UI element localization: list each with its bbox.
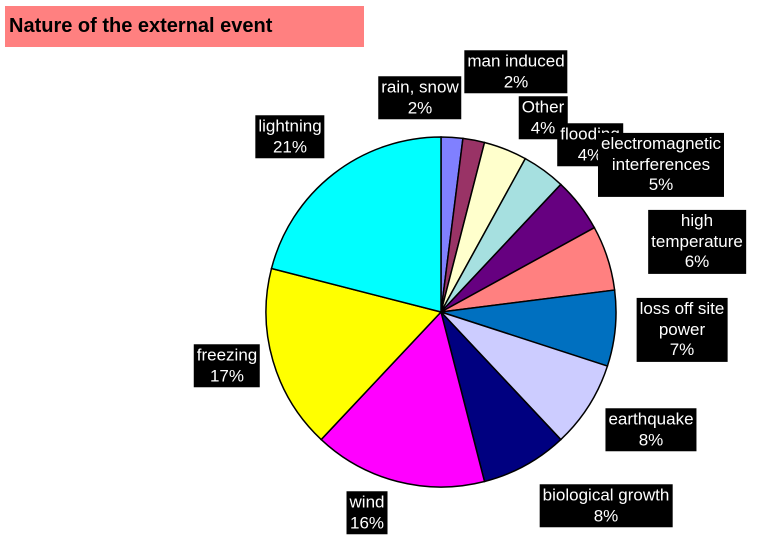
data-label: rain, snow 2% [378, 76, 462, 120]
label-name: electromagnetic interferences [600, 133, 722, 174]
label-name: loss off site power [639, 298, 725, 339]
label-value: 2% [503, 72, 529, 91]
label-name: high temperature [651, 210, 743, 251]
label-value: 16% [349, 513, 385, 532]
label-value: 4% [530, 118, 556, 137]
data-label: lightning 21% [255, 115, 325, 159]
label-name: Other [521, 97, 565, 117]
label-value: 4% [577, 145, 603, 164]
label-name: man induced [467, 51, 565, 71]
label-value: 2% [407, 98, 433, 117]
pie-slice [320, 310, 486, 488]
label-name: earthquake [608, 409, 694, 429]
chart-title: Nature of the external event [5, 6, 364, 47]
label-value: 5% [648, 175, 674, 195]
label-value: 6% [684, 252, 710, 272]
data-label: wind 16% [346, 491, 388, 535]
data-label: high temperature 6% [648, 209, 746, 275]
label-value: 7% [669, 340, 695, 360]
label-name: rain, snow [381, 77, 459, 97]
pie-slice [265, 267, 443, 441]
data-label: biological growth 8% [539, 484, 673, 528]
label-name: freezing [196, 345, 258, 365]
data-label: electromagnetic interferences 5% [597, 132, 725, 198]
label-value: 8% [593, 506, 619, 525]
label-value: 17% [209, 366, 245, 385]
data-label: freezing 17% [193, 344, 261, 388]
data-label: loss off site power 7% [636, 297, 728, 363]
pie-slice [270, 136, 442, 313]
data-label: man induced 2% [464, 50, 568, 94]
label-value: 8% [638, 430, 664, 449]
data-label: earthquake 8% [605, 408, 697, 452]
label-name: lightning [258, 116, 322, 136]
label-name: wind [349, 492, 385, 512]
label-name: biological growth [542, 485, 670, 505]
label-value: 21% [272, 137, 308, 156]
